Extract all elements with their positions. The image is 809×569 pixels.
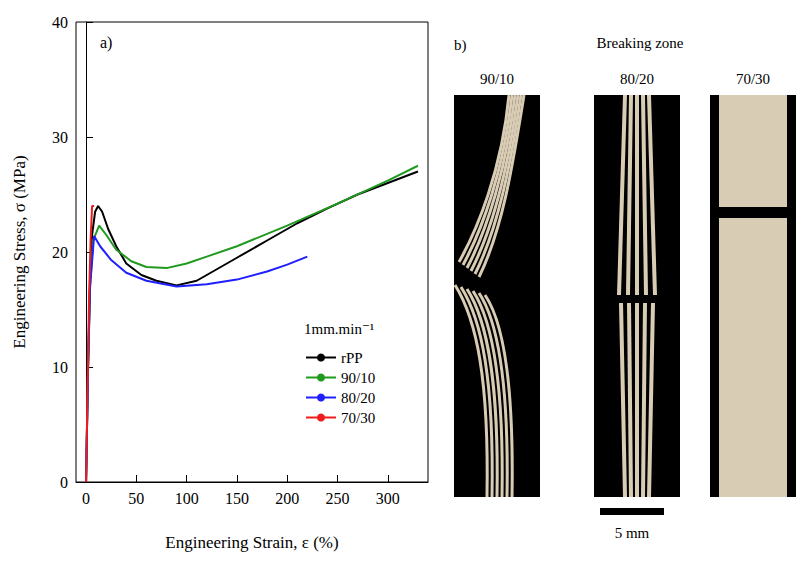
svg-text:5 mm: 5 mm [615,525,650,541]
svg-text:100: 100 [175,490,199,507]
svg-text:300: 300 [376,490,400,507]
svg-text:Breaking zone: Breaking zone [596,35,683,51]
svg-text:40: 40 [52,14,68,31]
svg-text:80/20: 80/20 [620,71,654,87]
svg-text:0: 0 [82,490,90,507]
svg-text:90/10: 90/10 [480,71,514,87]
svg-text:90/10: 90/10 [341,370,375,386]
svg-text:Engineering Stress, σ (MPa): Engineering Stress, σ (MPa) [10,155,29,348]
svg-text:10: 10 [52,359,68,376]
svg-text:b): b) [454,37,467,54]
svg-text:a): a) [100,34,112,52]
svg-text:70/30: 70/30 [341,410,375,426]
svg-text:1mm.min⁻¹: 1mm.min⁻¹ [304,321,374,337]
svg-text:0: 0 [60,474,68,491]
svg-text:150: 150 [225,490,249,507]
svg-text:200: 200 [275,490,299,507]
svg-text:70/30: 70/30 [736,71,770,87]
svg-text:50: 50 [128,490,144,507]
svg-text:250: 250 [325,490,349,507]
svg-text:20: 20 [52,244,68,261]
svg-text:Engineering Strain, ε (%): Engineering Strain, ε (%) [165,533,338,552]
svg-text:30: 30 [52,129,68,146]
svg-text:rPP: rPP [341,350,363,366]
svg-text:80/20: 80/20 [341,390,375,406]
